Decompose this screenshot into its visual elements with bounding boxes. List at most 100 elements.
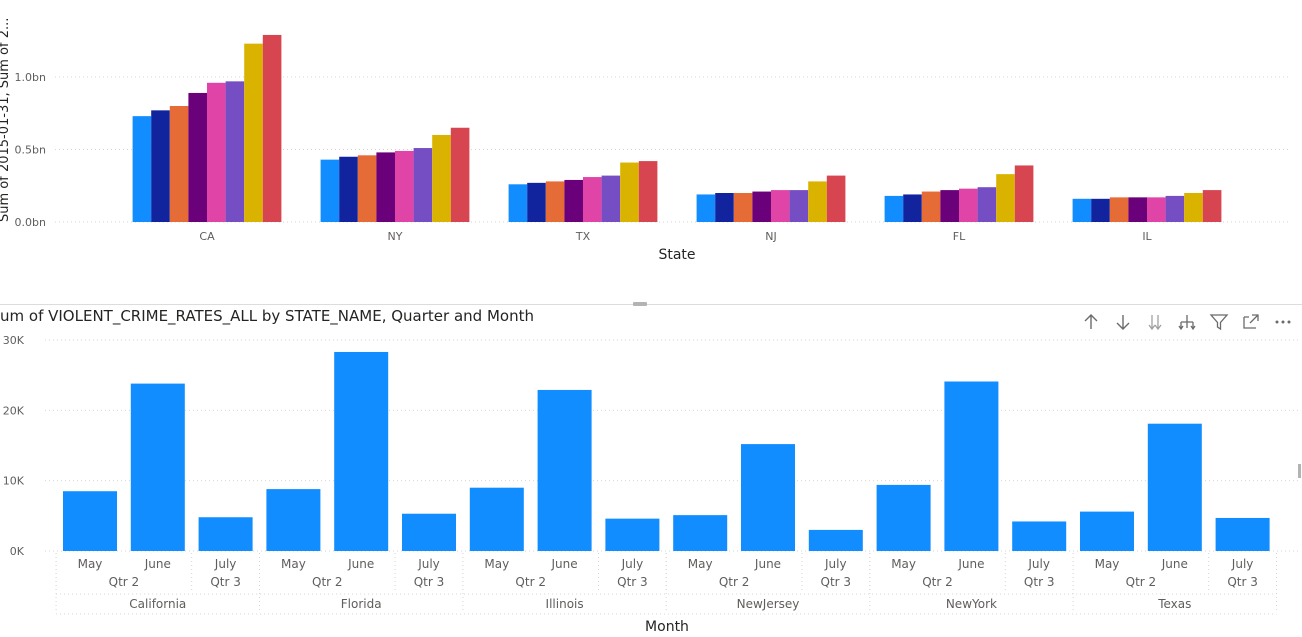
x-tick-label-quarter: Qtr 3 bbox=[617, 575, 648, 589]
x-tick-label: TX bbox=[575, 230, 591, 243]
x-tick-label-month: June bbox=[1161, 557, 1188, 571]
x-tick-label-month: July bbox=[214, 557, 237, 571]
drill-down-icon[interactable] bbox=[1110, 311, 1136, 333]
visual-border bbox=[0, 304, 1302, 305]
bar bbox=[921, 191, 941, 222]
bar bbox=[959, 188, 978, 222]
bar bbox=[527, 182, 546, 222]
bar bbox=[376, 152, 395, 222]
x-tick-label-quarter: Qtr 2 bbox=[312, 575, 343, 589]
bar bbox=[638, 161, 658, 222]
bar bbox=[1109, 197, 1129, 222]
x-tick-label-month: June bbox=[347, 557, 374, 571]
bar bbox=[1184, 193, 1203, 222]
bar bbox=[808, 181, 827, 222]
bar bbox=[169, 106, 189, 222]
bar bbox=[944, 381, 999, 551]
bar bbox=[262, 34, 282, 223]
x-tick-label: CA bbox=[199, 230, 215, 243]
x-tick-label-month: May bbox=[1095, 557, 1120, 571]
drill-up-icon[interactable] bbox=[1078, 311, 1104, 333]
resize-handle[interactable] bbox=[633, 302, 647, 306]
bar bbox=[752, 191, 771, 222]
bar bbox=[583, 177, 602, 222]
x-tick-label-state: Florida bbox=[341, 597, 382, 611]
y-axis-title: Sum of 2015-01-31, Sum of 2... bbox=[0, 18, 12, 222]
bar bbox=[696, 194, 716, 222]
visual-toolbar bbox=[1078, 311, 1296, 333]
y-tick-label: 0.0bn bbox=[15, 216, 46, 229]
x-tick-label-state: NewJersey bbox=[737, 597, 800, 611]
bar bbox=[339, 156, 358, 222]
y-tick-label: 1.0bn bbox=[15, 71, 46, 84]
bar bbox=[1165, 195, 1185, 222]
bar bbox=[130, 383, 185, 551]
x-tick-label-quarter: Qtr 2 bbox=[515, 575, 546, 589]
x-tick-label-month: May bbox=[484, 557, 509, 571]
bar bbox=[1080, 511, 1134, 551]
bar bbox=[334, 351, 389, 551]
x-tick-label-state: Texas bbox=[1157, 597, 1191, 611]
x-tick-label-month: June bbox=[957, 557, 984, 571]
bar bbox=[876, 484, 931, 551]
bar bbox=[357, 155, 377, 222]
bar bbox=[188, 92, 207, 222]
bar bbox=[884, 195, 904, 222]
bar bbox=[402, 513, 456, 551]
bar bbox=[1147, 423, 1202, 551]
y-tick-label: 10K bbox=[3, 475, 25, 488]
bar bbox=[605, 518, 660, 551]
x-tick-label-quarter: Qtr 2 bbox=[109, 575, 140, 589]
bar bbox=[320, 159, 340, 222]
bar bbox=[151, 110, 170, 222]
bar bbox=[977, 187, 997, 222]
bar bbox=[1128, 197, 1147, 222]
bar bbox=[1202, 190, 1222, 222]
visual-title: um of VIOLENT_CRIME_RATES_ALL by STATE_N… bbox=[0, 307, 534, 325]
x-tick-label-quarter: Qtr 3 bbox=[210, 575, 241, 589]
bar bbox=[771, 190, 790, 222]
x-tick-label-quarter: Qtr 3 bbox=[1024, 575, 1055, 589]
bar bbox=[266, 489, 321, 551]
next-level-icon[interactable] bbox=[1142, 311, 1168, 333]
bar bbox=[432, 135, 451, 222]
bar bbox=[741, 444, 795, 551]
y-tick-label: 0.5bn bbox=[15, 144, 46, 157]
x-tick-label-month: July bbox=[621, 557, 644, 571]
bar bbox=[413, 148, 433, 222]
bar bbox=[715, 193, 734, 222]
bar bbox=[450, 127, 470, 222]
bar bbox=[1014, 165, 1034, 222]
x-tick-label-quarter: Qtr 2 bbox=[719, 575, 750, 589]
x-tick-label-state: NewYork bbox=[946, 597, 997, 611]
x-axis-title: State bbox=[658, 247, 695, 263]
bar bbox=[733, 193, 753, 222]
bar bbox=[1091, 198, 1110, 222]
bar bbox=[537, 389, 592, 551]
resize-handle-right[interactable] bbox=[1298, 464, 1301, 478]
more-options-icon[interactable] bbox=[1270, 311, 1296, 333]
x-tick-label-quarter: Qtr 2 bbox=[922, 575, 953, 589]
bar bbox=[1147, 197, 1166, 222]
bar bbox=[564, 179, 583, 222]
x-tick-label-month: July bbox=[417, 557, 440, 571]
x-tick-label-quarter: Qtr 3 bbox=[414, 575, 445, 589]
bar bbox=[63, 491, 117, 551]
bottom-chart: 0K 10K 20K 30K May June Qtr 2 July Qtr 3 Californ… bbox=[3, 334, 1298, 635]
bar bbox=[395, 150, 414, 222]
x-tick-label-month: May bbox=[688, 557, 713, 571]
focus-mode-icon[interactable] bbox=[1238, 311, 1264, 333]
expand-hierarchy-icon[interactable] bbox=[1174, 311, 1200, 333]
x-tick-label: NJ bbox=[765, 230, 776, 243]
bar bbox=[1072, 198, 1092, 222]
bar bbox=[469, 487, 524, 551]
bar bbox=[132, 116, 152, 222]
bar bbox=[826, 175, 846, 222]
x-tick-label-month: May bbox=[78, 557, 103, 571]
y-tick-label: 30K bbox=[3, 334, 25, 347]
bar bbox=[996, 174, 1015, 222]
filter-icon[interactable] bbox=[1206, 311, 1232, 333]
x-tick-label-month: May bbox=[891, 557, 916, 571]
x-tick-label-state: California bbox=[129, 597, 186, 611]
